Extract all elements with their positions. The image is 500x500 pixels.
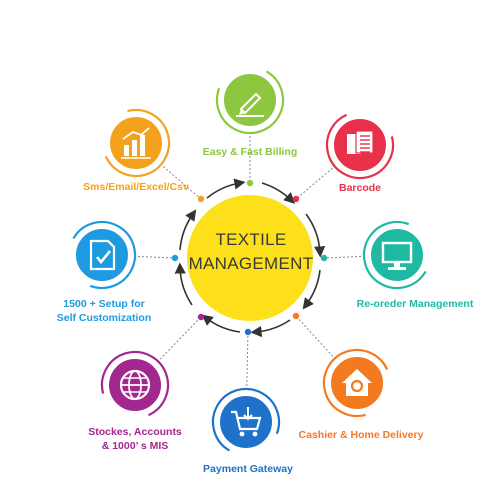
node-label-sms: Sms/Email/Excel/Csv — [83, 181, 189, 193]
center-title-line1: TEXTILE — [215, 230, 287, 249]
connector-lines — [137, 136, 362, 387]
node-ring-sms — [101, 108, 171, 178]
bar-chart-icon — [121, 127, 151, 159]
node-sms — [101, 108, 171, 178]
node-ring-billing — [215, 65, 285, 135]
node-label-barcode: Barcode — [338, 182, 381, 194]
node-payment — [211, 387, 281, 457]
node-ring-stockes — [100, 350, 170, 420]
orbit-arc-4 — [250, 319, 291, 338]
globe-icon — [119, 369, 151, 401]
ring-dot-cashier — [292, 312, 300, 320]
node-billing — [215, 65, 285, 135]
node-circle-payment — [218, 394, 274, 450]
ring-dot-payment — [244, 328, 252, 336]
node-label-payment: Payment Gateway — [203, 463, 293, 475]
orbit-arc-2 — [305, 213, 326, 258]
pen-icon — [236, 92, 264, 117]
ring-dot-stockes — [197, 313, 205, 321]
node-cashier — [322, 348, 392, 418]
orbit-ring — [174, 178, 326, 338]
checklist-icon — [89, 239, 116, 271]
node-circle-reorder — [369, 227, 425, 283]
orbit-arc-3 — [302, 269, 321, 310]
connector-setup — [137, 255, 176, 259]
node-ring-reorder — [362, 220, 432, 290]
ring-dot-billing — [246, 179, 254, 187]
node-label-billing: Easy & Fast Billing — [202, 146, 298, 158]
connector-cashier — [295, 315, 334, 357]
node-label-cashier: Cashier & Home Delivery — [298, 429, 424, 441]
ring-dots — [171, 179, 328, 336]
connector-sms — [162, 166, 202, 200]
node-stockes — [100, 350, 170, 420]
document-icon — [347, 130, 374, 154]
home-icon — [342, 369, 372, 396]
ring-dot-reorder — [320, 254, 328, 262]
connector-reorder — [323, 255, 362, 259]
node-ring-barcode — [325, 110, 395, 180]
center-title: TEXTILE MANAGEMENT — [176, 228, 326, 276]
orbit-arc-1 — [261, 182, 296, 204]
node-circle-setup — [74, 227, 130, 283]
orbit-arc-6 — [174, 262, 193, 306]
connector-payment — [246, 331, 249, 387]
node-setup — [67, 220, 137, 290]
node-label-stockes: Stockes, Accounts & 1000’ s MIS — [88, 426, 182, 452]
monitor-icon — [381, 241, 413, 270]
cart-icon — [231, 407, 262, 437]
node-label-setup: 1500 + Setup for Self Customization — [56, 298, 152, 324]
feature-nodes — [67, 65, 432, 457]
node-label-reorder: Re-oreder Management — [356, 298, 474, 310]
orbit-arc-8 — [206, 178, 246, 199]
center-circle — [187, 195, 313, 321]
node-ring-cashier — [322, 348, 392, 418]
node-barcode — [325, 110, 395, 180]
node-reorder — [362, 220, 432, 290]
node-ring-payment — [211, 387, 281, 457]
center-title-line2: MANAGEMENT — [188, 254, 314, 273]
node-ring-setup — [67, 220, 137, 290]
ring-dot-setup — [171, 254, 179, 262]
ring-dot-sms — [197, 195, 205, 203]
orbit-arc-7 — [179, 209, 197, 251]
orbit-arc-5 — [201, 314, 241, 333]
connector-stockes — [159, 316, 202, 360]
ring-dot-barcode — [292, 195, 300, 203]
